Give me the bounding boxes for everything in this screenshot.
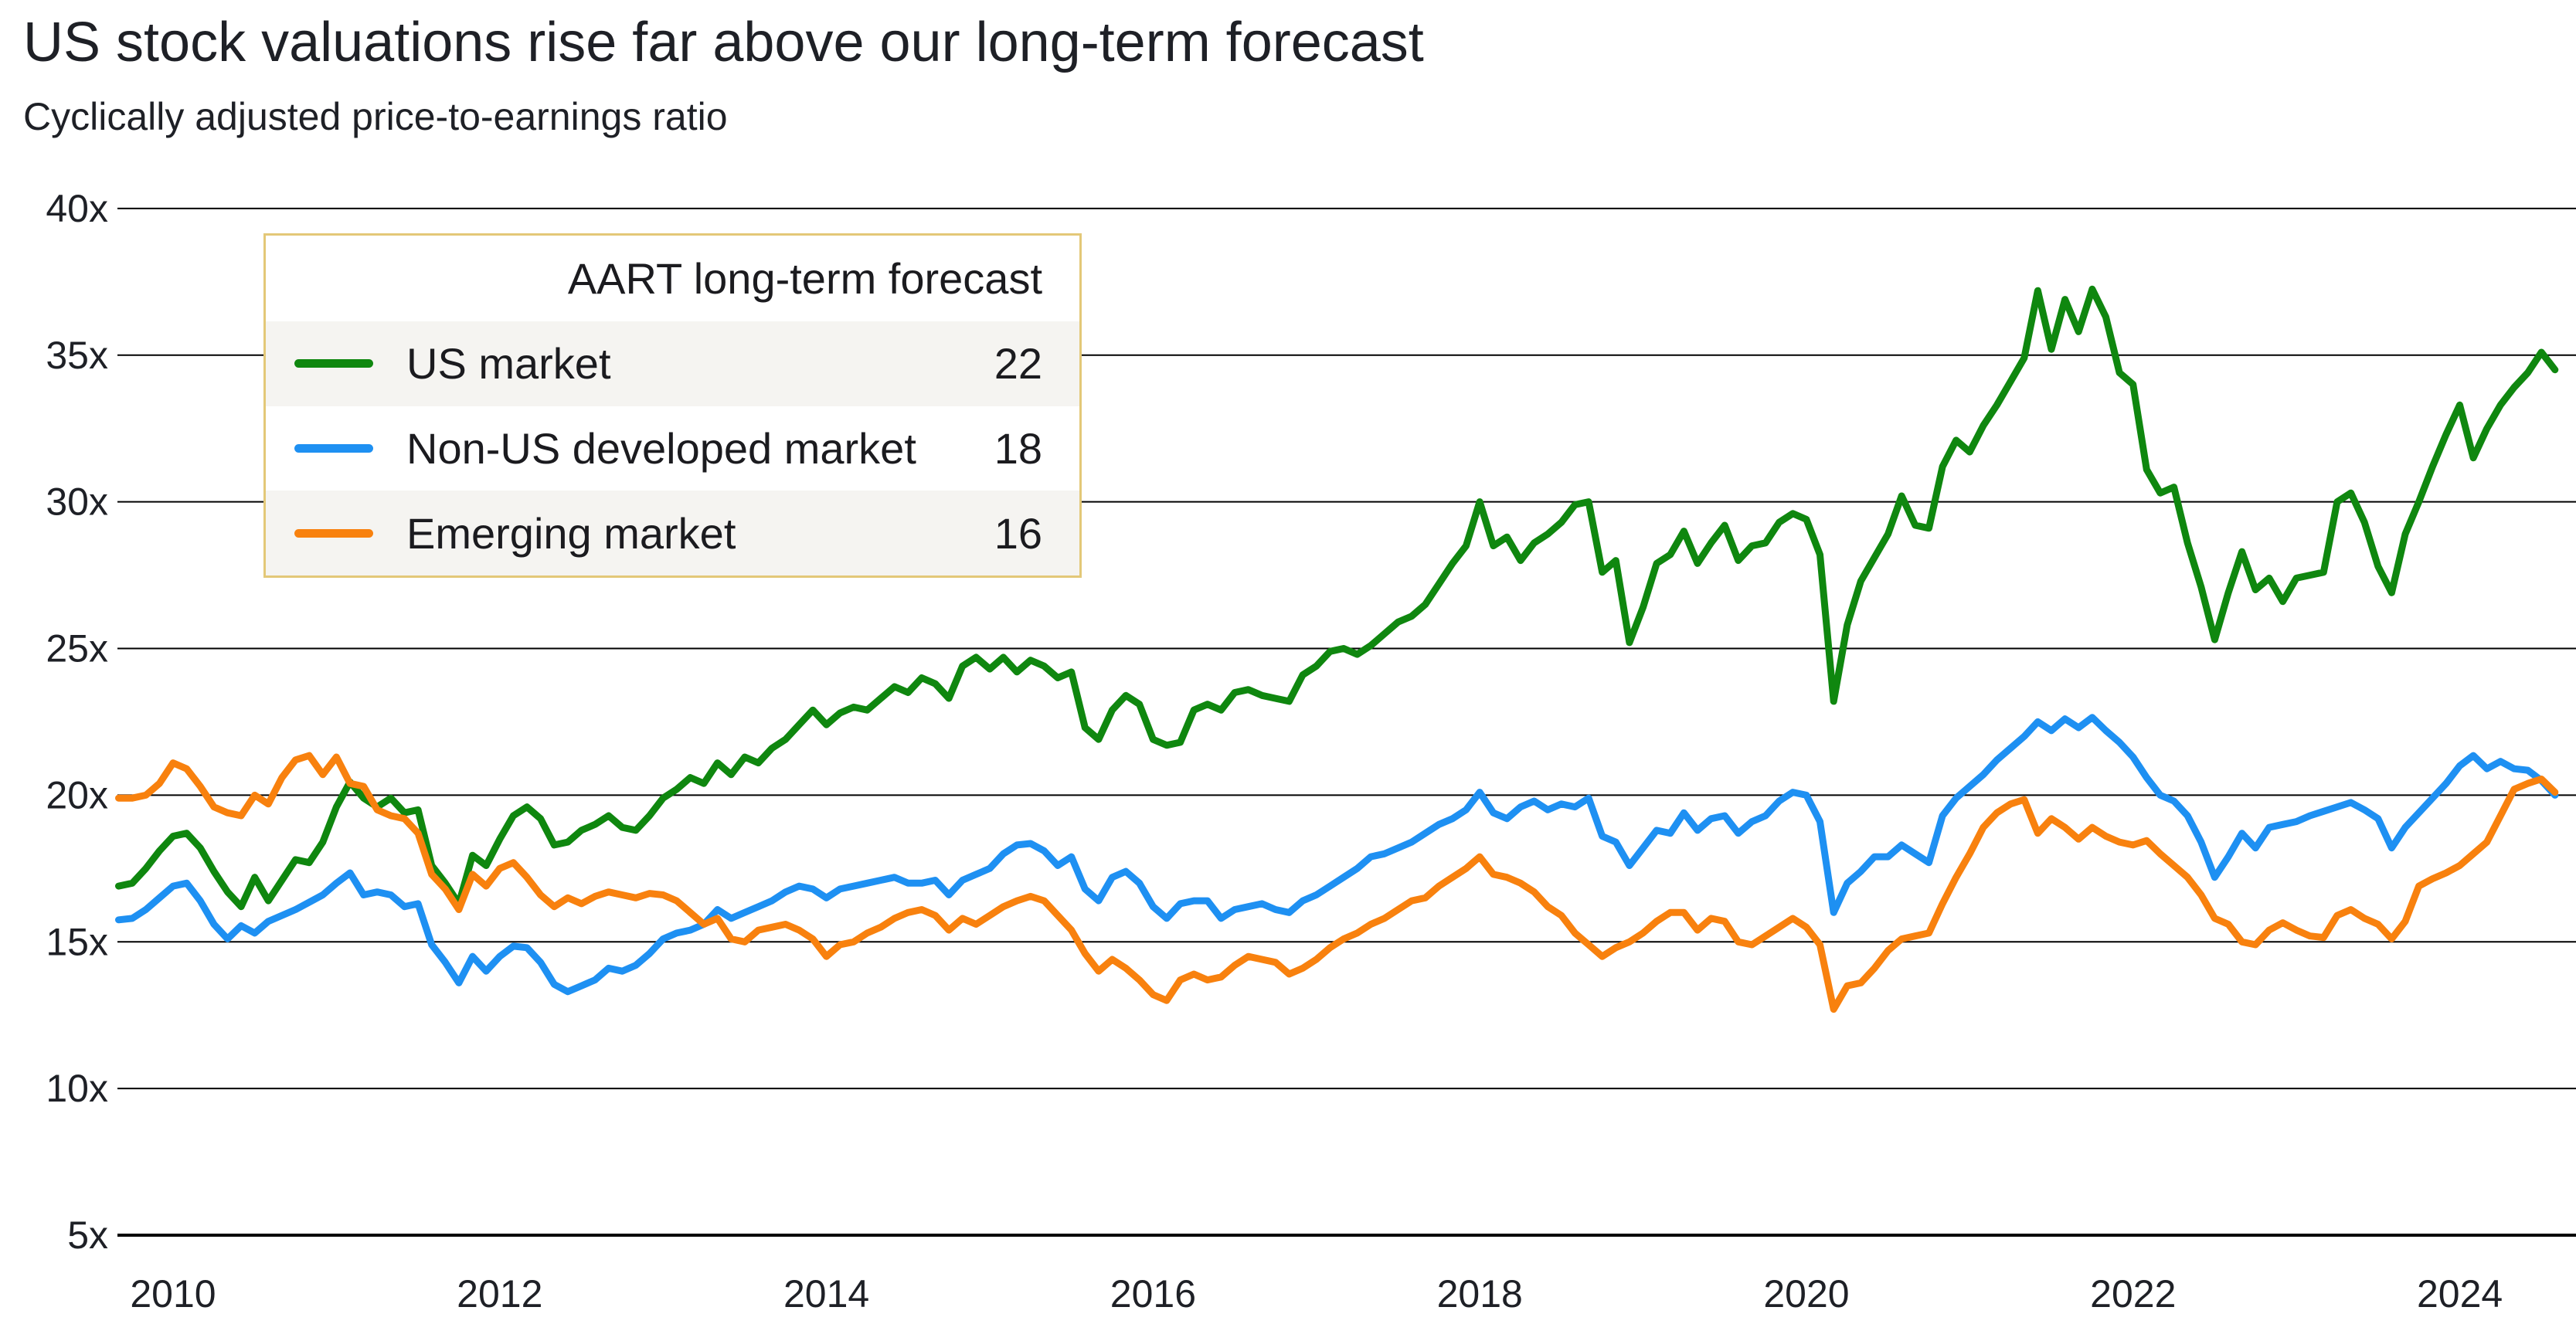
legend: AART long-term forecast US market 22 Non… (263, 233, 1082, 578)
y-tick-label: 30x (46, 480, 108, 524)
y-tick-label: 5x (67, 1214, 108, 1257)
legend-row-emerging-market: Emerging market 16 (266, 491, 1079, 576)
legend-item-label: Non-US developed market (406, 424, 916, 473)
legend-row-us-market: US market 22 (266, 321, 1079, 406)
series-line-us-market (115, 285, 2559, 911)
legend-item-value: 22 (994, 339, 1042, 389)
y-tick-label: 35x (46, 334, 108, 377)
y-tick-label: 20x (46, 773, 108, 816)
y-tick-label: 25x (46, 627, 108, 670)
x-tick-label: 2014 (783, 1272, 869, 1316)
legend-item-value: 16 (994, 508, 1042, 558)
us-market-line-swatch-icon (294, 359, 373, 368)
legend-title: AART long-term forecast (567, 254, 1042, 303)
x-tick-label: 2016 (1110, 1272, 1196, 1316)
emerging-market-line-swatch-icon (294, 528, 373, 538)
y-tick-label: 10x (46, 1067, 108, 1110)
y-tick-label: 15x (46, 920, 108, 963)
non-us-developed-line-swatch-icon (294, 444, 373, 453)
series-line-emerging-market (115, 752, 2559, 1013)
legend-item-value: 18 (994, 424, 1042, 473)
y-tick-label: 40x (46, 187, 108, 230)
legend-row-non-us-developed: Non-US developed market 18 (266, 406, 1079, 491)
x-tick-label: 2010 (130, 1272, 216, 1316)
x-tick-label: 2024 (2417, 1272, 2503, 1316)
legend-item-label: Emerging market (406, 508, 736, 558)
page-subtitle: Cyclically adjusted price-to-earnings ra… (23, 95, 728, 138)
series-line-non-us-developed-market (115, 714, 2559, 996)
x-tick-label: 2018 (1437, 1272, 1523, 1316)
page-title: US stock valuations rise far above our l… (23, 12, 1424, 73)
legend-item-label: US market (406, 339, 611, 389)
x-tick-label: 2012 (457, 1272, 542, 1316)
x-tick-label: 2022 (2090, 1272, 2176, 1316)
x-tick-label: 2020 (1763, 1272, 1849, 1316)
